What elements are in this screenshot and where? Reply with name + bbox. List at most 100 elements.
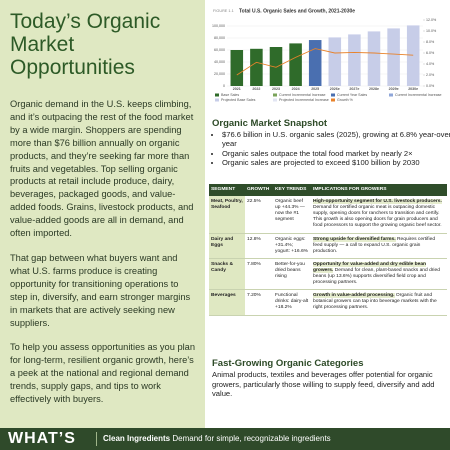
implication-cell: Growth in value-added processing. Organi… <box>311 289 447 316</box>
y-tick-label: 0 <box>223 84 225 88</box>
growth-cell: 7.20% <box>245 289 273 316</box>
column-header: SEGMENT <box>209 184 245 197</box>
paragraph: Animal products, textiles and beverages … <box>212 370 435 399</box>
column-header: KEY TRENDS <box>273 184 311 197</box>
paragraph: Organic demand in the U.S. keeps climbin… <box>10 99 194 239</box>
y2-tick-label: 2.0% <box>426 73 435 77</box>
y2-tick-label: 4.0% <box>426 62 435 66</box>
x-tick-label: 2027e <box>349 87 359 91</box>
table-row: Meat, Poultry, Seafood 22.5% Organic beef … <box>209 196 447 234</box>
x-tick-label: 2028e <box>369 87 379 91</box>
growth-cell: 12.8% <box>245 233 273 259</box>
footer-text: Clean Ingredients Demand for simple, rec… <box>103 434 331 443</box>
trend-cell: Functional drinks: dairy-alt +18.2% <box>273 289 311 316</box>
y2-tick-label: 6.0% <box>426 51 435 55</box>
legend-label: Current Year Sales <box>337 93 367 97</box>
growth-line <box>236 48 414 76</box>
legend-label: Projected Base Sales <box>221 98 256 102</box>
y-tick-label: 60,000 <box>214 48 225 52</box>
header-row: SEGMENT GROWTH KEY TRENDS IMPLICATIONS FOR … <box>209 184 447 197</box>
chart: FIGURE 1.1 Total U.S. Organic Sales and … <box>212 8 442 102</box>
implication-lead: High-opportunity segment for U.S. livest… <box>313 199 442 205</box>
footer-label: Clean Ingredients <box>103 434 171 443</box>
segment-cell: Snacks & Candy <box>209 258 245 291</box>
segment-cell: Beverages <box>209 289 245 316</box>
left-panel <box>0 0 205 428</box>
legend-swatch <box>215 98 219 102</box>
intro: Organic demand in the U.S. keeps climbin… <box>10 98 198 418</box>
growth-cell: 22.5% <box>245 196 273 234</box>
table-row: Beverages 7.20% Functional drinks: dairy-a… <box>209 289 447 316</box>
legend-label: Projected Incremental Increase <box>279 98 329 102</box>
section-title: Organic Market Snapshot <box>212 118 328 129</box>
legend-label: Growth % <box>337 98 354 102</box>
implication-cell: High-opportunity segment for U.S. livest… <box>311 196 447 234</box>
legend-swatch <box>331 93 335 97</box>
legend-label: Base Sales <box>221 93 239 97</box>
segment-cell: Dairy and Eggs <box>209 233 245 259</box>
implication-text: Demand for certified organic meat is out… <box>313 205 442 229</box>
bullet: $76.6 billion in U.S. organic sales (202… <box>222 130 450 149</box>
figure-label: FIGURE 1.1 <box>213 9 234 13</box>
implication-cell: Opportunity for value-added and dry edib… <box>311 258 447 291</box>
implication-cell: Strong upside for diversified farms. Req… <box>311 233 447 259</box>
paragraph: To help you assess opportunities as you … <box>10 342 196 405</box>
page-title: Today’s Organic Market Opportunities <box>10 10 161 79</box>
x-tick-label: 2029e <box>389 87 399 91</box>
bar <box>269 47 283 86</box>
x-tick-label: 2030e <box>408 87 418 91</box>
bar <box>367 31 381 86</box>
bullet-list: $76.6 billion in U.S. organic sales (202… <box>212 130 450 168</box>
segment-cell: Meat, Poultry, Seafood <box>209 196 245 234</box>
y-tick-label: 80,000 <box>214 36 225 40</box>
x-tick-label: 2026e <box>330 87 340 91</box>
table-row: Dairy and Eggs 12.8% Organic eggs: +31.4%;… <box>209 233 447 259</box>
divider <box>96 432 97 446</box>
legend-label: Current Incremental Increase <box>395 93 442 97</box>
implication-lead: Growth in value-added processing. <box>313 293 395 299</box>
footer-word: WHAT’S <box>8 430 76 447</box>
paragraph: That gap between what buyers want and wh… <box>10 252 191 328</box>
column-header: IMPLICATIONS FOR GROWERS <box>311 184 447 197</box>
implication-lead: Strong upside for diversified farms. <box>313 236 396 242</box>
legend-label: Current Incremental Increase <box>279 93 326 97</box>
x-tick-label: 2024 <box>292 87 300 91</box>
trend-cell: Better-for-you dried beans rising <box>273 258 311 291</box>
y2-tick-label: 10.0% <box>426 29 437 33</box>
column-header: GROWTH <box>245 184 273 197</box>
implication-text: Requires certified feed supply — a call … <box>313 236 436 254</box>
bar <box>348 34 361 86</box>
y2-tick-label: 12.0% <box>426 18 437 22</box>
x-tick-label: 2021 <box>233 87 241 91</box>
y2-tick-label: 8.0% <box>426 40 435 44</box>
table: SEGMENT GROWTH KEY TRENDS IMPLICATIONS FOR … <box>209 184 447 316</box>
footer-band <box>0 428 450 450</box>
bar <box>328 37 342 86</box>
legend-swatch <box>273 98 277 102</box>
y2-tick-label: 0.0% <box>426 84 435 88</box>
bullet: Organic sales outpace the total food mar… <box>222 149 450 158</box>
y-tick-label: 100,000 <box>212 24 225 28</box>
table-row: Snacks & Candy 7.80% Better-for-you dried … <box>209 258 447 291</box>
y-tick-label: 20,000 <box>214 72 225 76</box>
legend-swatch <box>215 93 219 97</box>
legend-swatch <box>331 98 335 102</box>
bar <box>250 48 263 86</box>
implication-text: Demand for clean, plant-based snacks and… <box>313 267 440 286</box>
x-tick-label: 2025 <box>311 87 319 91</box>
x-tick-label: 2022 <box>252 87 260 91</box>
bar <box>387 28 400 86</box>
bar <box>230 50 244 86</box>
bar <box>289 43 302 86</box>
implication-text: Organic fruit and botanical growers can … <box>313 293 437 311</box>
trend-cell: Organic eggs: +31.4%; yogurt: +16.6% <box>273 233 311 259</box>
legend-swatch <box>389 93 393 97</box>
section-title: Fast-Growing Organic Categories <box>212 358 364 369</box>
x-tick-label: 2023 <box>272 87 280 91</box>
bar <box>406 25 420 86</box>
bullet: Organic sales are projected to exceed $1… <box>222 158 450 167</box>
legend-swatch <box>273 93 277 97</box>
figure-title: Total U.S. Organic Sales and Growth, 202… <box>239 8 355 14</box>
bar <box>308 40 322 86</box>
